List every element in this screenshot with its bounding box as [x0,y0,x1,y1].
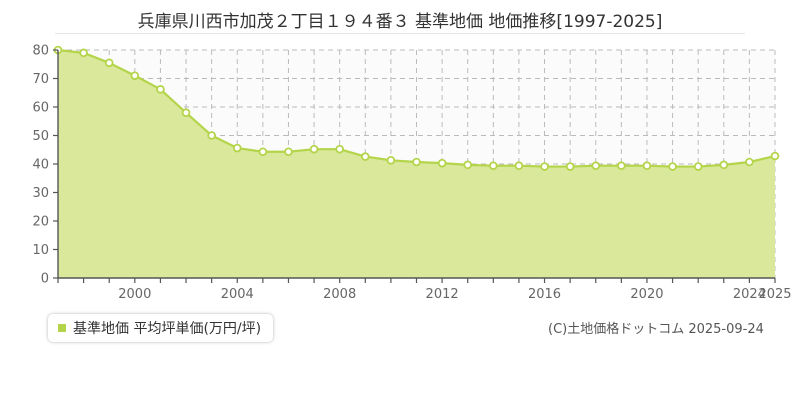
data-point-marker [540,162,549,171]
data-point-marker [642,161,652,171]
data-point-marker [591,161,601,171]
x-axis-tick-label: 2025 [758,287,791,302]
data-point-marker [770,151,780,161]
data-point-marker [232,143,242,153]
data-point-marker [79,48,88,58]
data-point-marker [463,160,473,170]
data-point-marker [284,147,293,157]
data-point-marker [489,161,498,171]
legend-color-swatch [58,324,66,332]
title-divider [55,33,745,34]
data-point-marker [437,158,447,168]
y-axis-tick-label: 80 [32,44,49,59]
page-title: 兵庫県川西市加茂２丁目１９４番３ 基準地価 地価推移[1997-2025] [137,12,663,32]
data-point-marker [360,152,370,161]
data-point-marker [207,131,216,140]
data-point-marker [104,58,114,68]
y-axis-tick-label: 30 [32,186,49,201]
data-point-marker [514,161,524,171]
data-point-marker [335,144,344,154]
data-point-marker [693,162,703,171]
x-axis-tick-label: 2004 [221,287,254,302]
legend-series-label: 基準地価 平均坪単価(万円/坪) [73,321,262,337]
y-axis-tick-label: 70 [32,72,49,87]
data-point-marker [258,147,268,157]
y-axis-tick-label: 0 [41,272,49,287]
data-point-marker [565,162,575,171]
y-axis-tick-label: 40 [32,158,49,173]
x-axis-tick-label: 2016 [528,287,561,302]
x-axis-tick-label: 2020 [630,287,663,302]
data-point-marker [386,156,396,165]
x-axis-tick-label: 2012 [426,287,459,302]
y-axis-tick-label: 50 [32,129,49,144]
copyright-notice: (C)土地価格ドットコム 2025-09-24 [548,322,764,337]
data-point-marker [745,157,754,167]
data-point-marker [309,144,319,154]
chart-legend: 基準地価 平均坪単価(万円/坪) [48,314,274,342]
x-axis-tick-label: 2000 [118,287,151,302]
y-axis-tick-label: 60 [32,101,49,116]
x-axis-tick-label: 2008 [323,287,356,302]
x-axis-tick-label: 2024 [733,287,766,302]
data-point-marker [617,161,626,171]
data-point-marker [181,108,191,117]
data-point-marker [412,157,421,167]
y-axis-tick-label: 20 [32,215,49,230]
data-point-marker [130,71,140,80]
y-axis-tick-label: 10 [32,243,49,258]
data-point-marker [719,160,729,170]
data-point-marker [668,162,677,171]
data-point-marker [156,85,165,94]
